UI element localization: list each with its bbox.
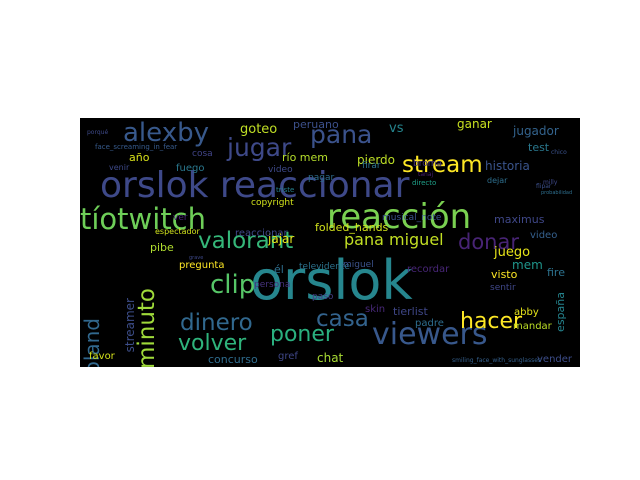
word: broma [413,159,443,169]
word: jajar [268,232,295,246]
word: goteo [240,122,278,137]
word: reaccionar [235,228,288,239]
word: dinero [180,310,253,336]
word: valorant [198,228,294,254]
word: año [129,151,150,164]
word: recordar [407,264,450,275]
word: tanaj [418,171,434,178]
word: skin [365,304,386,315]
word: persona [254,280,291,290]
word: milly [543,179,558,186]
word: grave [189,255,204,261]
word: poner [270,322,334,347]
word: paso [312,292,334,302]
word: tierlist [393,305,428,318]
word: fuego [176,163,205,174]
word: españa [554,292,567,332]
word: chico [551,149,567,156]
word: espectador [155,227,200,236]
word: juego [494,245,531,260]
word: favor [89,351,115,362]
word: test [528,141,550,154]
word: stream [402,152,483,178]
word: copyright [251,198,294,208]
word: venir [109,163,130,172]
word: face_screaming_in_fear [95,143,178,151]
word: viewers [372,317,488,352]
word: donar [458,230,519,254]
word: pana [310,120,373,149]
word: ver [173,213,188,223]
word: orslok reaccionar [100,165,410,206]
word: sentir [490,283,516,293]
word: historia [485,159,530,173]
word: pagar [308,173,335,183]
word: gref [278,351,298,362]
word: mandar [513,321,552,332]
word: pierdo [357,153,396,167]
word: pregunta [179,260,225,271]
word: miguel [343,260,374,270]
word: video [268,165,293,175]
word: flipar [536,183,552,190]
word: dejar [487,176,508,185]
word: smiling_face_with_sunglasses [452,357,542,364]
word: probabilidad [541,190,573,196]
word: vs [389,121,404,136]
word: peruano [293,118,339,131]
word: hacer [460,309,523,334]
word: vender [537,354,573,365]
word: fire [547,266,565,279]
word: visto [491,268,518,281]
word: folded_hands [315,221,389,234]
word: él [274,263,284,276]
word: pibe [150,241,174,254]
word: streamer [123,298,137,353]
word: musical_note [382,213,442,223]
word: minuto [134,288,160,367]
word: chat [317,351,344,365]
word: orslok [250,249,413,312]
word: mem [512,258,543,272]
word: casa [316,306,369,332]
word: ganar [457,118,492,131]
word: jugador [513,124,559,138]
word: padre [415,318,444,329]
word-cloud: orslok orslok reaccionar reacción viewer… [80,118,580,367]
word: firar [362,161,381,171]
word: clip [210,270,256,300]
word: triste [276,186,295,194]
word: maximus [494,213,545,226]
word: televidente [299,262,350,272]
word: directo [412,179,437,187]
word: jugar [227,133,292,162]
word: cosa [192,149,213,159]
word: pana miguel [344,230,444,249]
word: porqué [87,129,109,136]
word: concurso [208,353,258,366]
word: abby [514,307,539,318]
word: alexby [123,118,209,148]
word: volver [178,331,247,356]
word: tíotwitch [80,202,207,236]
word: video [530,230,558,241]
word: reacción [327,197,472,237]
word: río mem [282,151,329,164]
